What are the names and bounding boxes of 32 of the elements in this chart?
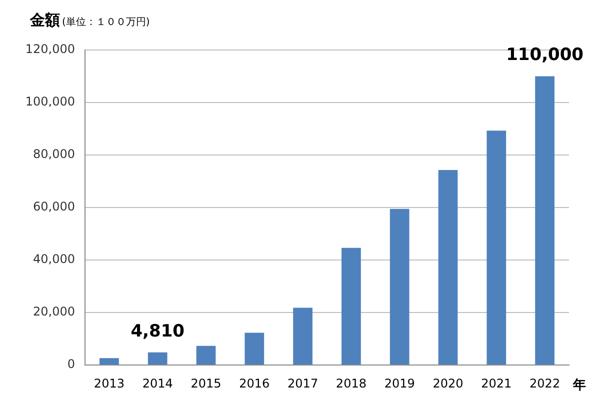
x-tick-label: 2014 [142,376,173,390]
x-tick-label: 2017 [288,376,318,390]
bar [438,170,458,364]
x-tick-label: 2016 [239,376,270,390]
x-tick-label: 2015 [190,376,222,390]
x-tick-label: 2021 [481,376,512,390]
data-label: 110,000 [506,45,584,66]
bar [535,76,554,364]
x-tick-label: 2018 [336,376,366,390]
bar [390,208,410,364]
y-tick-label: 20,000 [33,304,75,319]
y-tick-label: 120,000 [25,42,75,56]
x-tick-label: 2019 [384,376,415,390]
y-tick-label: 100,000 [25,94,75,109]
y-tick-label: 60,000 [33,200,75,214]
y-tick-label: 0 [67,357,75,372]
chart-title: 金額 [30,11,60,29]
x-tick-label: 2022 [530,376,560,390]
y-tick-label: 80,000 [33,147,75,162]
bar [196,346,216,364]
bar [244,332,264,364]
chart-subtitle: (単位：１００万円) [62,17,150,28]
x-tick-label: 2013 [94,376,124,390]
bar [293,308,312,364]
data-label: 4,810 [130,321,185,342]
bar [148,352,168,364]
bar [100,358,119,364]
x-axis-title: 年 [573,377,586,393]
bar [486,130,506,364]
x-tick-label: 2020 [432,376,464,390]
y-tick-label: 40,000 [33,252,75,266]
bar [342,248,361,364]
